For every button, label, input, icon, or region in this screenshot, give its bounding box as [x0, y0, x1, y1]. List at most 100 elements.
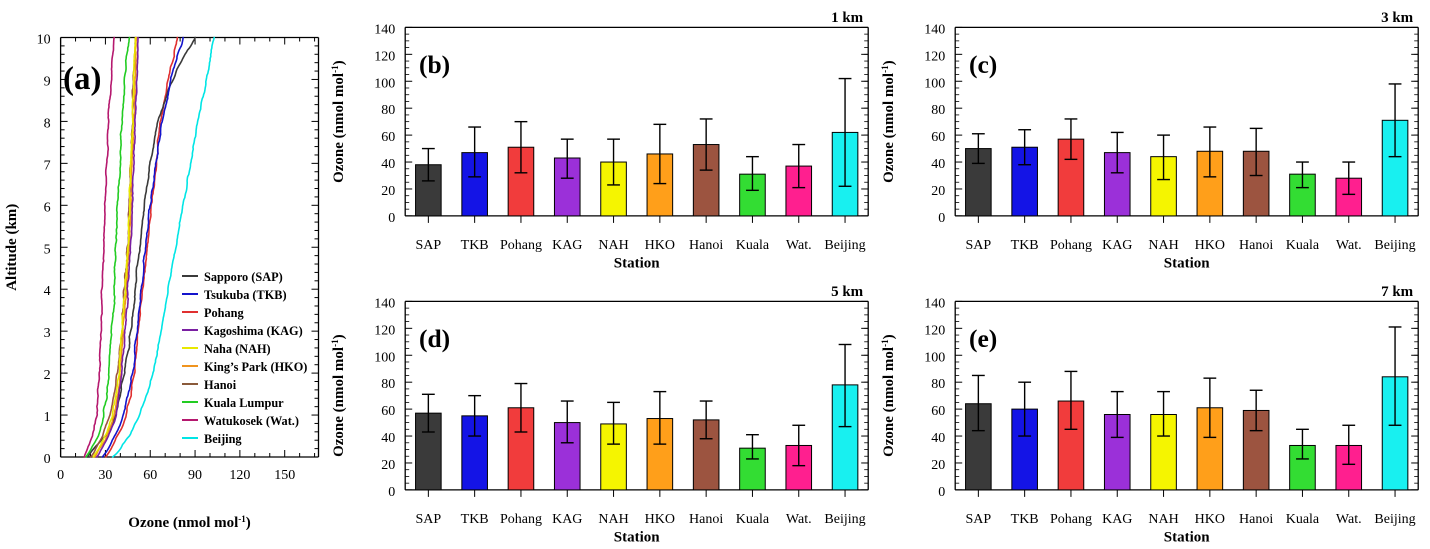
svg-text:7: 7 — [44, 158, 51, 173]
svg-text:Beijing: Beijing — [824, 238, 865, 253]
svg-text:KAG: KAG — [552, 512, 582, 527]
svg-text:HKO: HKO — [645, 238, 675, 253]
svg-text:KAG: KAG — [1102, 512, 1132, 527]
svg-text:0: 0 — [938, 211, 945, 226]
svg-text:Wat.: Wat. — [1336, 512, 1362, 527]
svg-text:120: 120 — [374, 49, 395, 64]
svg-text:0: 0 — [938, 485, 945, 500]
svg-text:140: 140 — [924, 22, 945, 37]
svg-text:80: 80 — [931, 103, 945, 118]
svg-text:SAP: SAP — [966, 238, 992, 253]
svg-text:120: 120 — [229, 468, 250, 483]
svg-text:Kuala: Kuala — [1286, 238, 1320, 253]
svg-text:140: 140 — [374, 22, 395, 37]
svg-text:120: 120 — [924, 323, 945, 338]
svg-text:40: 40 — [931, 157, 945, 172]
svg-text:Hanoi: Hanoi — [204, 378, 237, 392]
svg-text:60: 60 — [381, 130, 395, 145]
svg-text:Hanoi: Hanoi — [1239, 512, 1273, 527]
svg-text:120: 120 — [374, 323, 395, 338]
svg-text:100: 100 — [924, 350, 945, 365]
svg-text:1: 1 — [44, 410, 51, 425]
svg-text:3 km: 3 km — [1381, 10, 1414, 26]
svg-text:7 km: 7 km — [1381, 284, 1414, 300]
svg-text:60: 60 — [931, 130, 945, 145]
svg-text:Kuala: Kuala — [1286, 512, 1320, 527]
svg-text:Pohang: Pohang — [500, 238, 542, 253]
svg-text:(c): (c) — [969, 50, 997, 79]
svg-text:Wat.: Wat. — [786, 512, 812, 527]
svg-text:Ozone (nmol mol-1): Ozone (nmol mol-1) — [880, 334, 897, 457]
svg-text:TKB: TKB — [1011, 512, 1039, 527]
svg-text:(e): (e) — [969, 324, 997, 353]
svg-text:Hanoi: Hanoi — [689, 238, 723, 253]
svg-text:40: 40 — [381, 157, 395, 172]
svg-text:TKB: TKB — [461, 238, 489, 253]
svg-text:Kagoshima (KAG): Kagoshima (KAG) — [204, 324, 303, 338]
svg-text:5 km: 5 km — [831, 284, 864, 300]
svg-text:60: 60 — [381, 404, 395, 419]
svg-text:20: 20 — [381, 458, 395, 473]
svg-text:SAP: SAP — [416, 238, 442, 253]
svg-text:40: 40 — [381, 431, 395, 446]
svg-text:(a): (a) — [63, 61, 101, 97]
svg-text:Kuala: Kuala — [736, 238, 770, 253]
svg-text:100: 100 — [374, 76, 395, 91]
svg-text:4: 4 — [44, 284, 51, 299]
svg-text:8: 8 — [44, 116, 51, 131]
svg-text:Sapporo (SAP): Sapporo (SAP) — [204, 270, 283, 284]
svg-text:(b): (b) — [419, 50, 450, 79]
svg-text:80: 80 — [381, 103, 395, 118]
svg-text:150: 150 — [274, 468, 295, 483]
svg-text:20: 20 — [931, 184, 945, 199]
svg-text:Beijing: Beijing — [204, 432, 242, 446]
svg-text:TKB: TKB — [461, 512, 489, 527]
svg-text:120: 120 — [924, 49, 945, 64]
svg-text:40: 40 — [931, 431, 945, 446]
svg-text:100: 100 — [924, 76, 945, 91]
svg-text:HKO: HKO — [645, 512, 675, 527]
svg-text:80: 80 — [381, 377, 395, 392]
svg-text:60: 60 — [931, 404, 945, 419]
svg-text:KAG: KAG — [552, 238, 582, 253]
svg-text:0: 0 — [388, 211, 395, 226]
svg-text:6: 6 — [44, 200, 51, 215]
svg-text:Kuala Lumpur: Kuala Lumpur — [204, 396, 284, 410]
svg-text:3: 3 — [44, 326, 51, 341]
svg-text:Wat.: Wat. — [1336, 238, 1362, 253]
svg-text:10: 10 — [37, 33, 51, 48]
svg-text:20: 20 — [381, 184, 395, 199]
svg-text:Pohang: Pohang — [1050, 512, 1092, 527]
svg-text:Ozone (nmol mol-1): Ozone (nmol mol-1) — [330, 334, 347, 457]
svg-text:NAH: NAH — [598, 238, 628, 253]
svg-text:Watukosek (Wat.): Watukosek (Wat.) — [204, 414, 299, 428]
svg-text:1 km: 1 km — [831, 10, 864, 26]
svg-text:Hanoi: Hanoi — [689, 512, 723, 527]
svg-text:0: 0 — [57, 468, 64, 483]
svg-text:80: 80 — [931, 377, 945, 392]
svg-text:Wat.: Wat. — [786, 238, 812, 253]
svg-text:HKO: HKO — [1195, 238, 1225, 253]
svg-text:0: 0 — [44, 452, 51, 467]
svg-text:NAH: NAH — [1148, 512, 1178, 527]
svg-text:Station: Station — [614, 530, 661, 546]
svg-text:TKB: TKB — [1011, 238, 1039, 253]
svg-text:Station: Station — [1164, 530, 1211, 546]
svg-text:140: 140 — [374, 296, 395, 311]
svg-text:SAP: SAP — [416, 512, 442, 527]
svg-text:Hanoi: Hanoi — [1239, 238, 1273, 253]
svg-text:Pohang: Pohang — [204, 306, 244, 320]
svg-text:Beijing: Beijing — [824, 512, 865, 527]
svg-text:60: 60 — [143, 468, 157, 483]
svg-text:20: 20 — [931, 458, 945, 473]
svg-text:Tsukuba (TKB): Tsukuba (TKB) — [204, 288, 287, 302]
svg-text:NAH: NAH — [598, 512, 628, 527]
svg-text:0: 0 — [388, 485, 395, 500]
svg-text:HKO: HKO — [1195, 512, 1225, 527]
svg-text:90: 90 — [188, 468, 202, 483]
svg-text:NAH: NAH — [1148, 238, 1178, 253]
svg-text:30: 30 — [98, 468, 112, 483]
svg-text:Altitude (km): Altitude (km) — [4, 204, 20, 291]
svg-text:KAG: KAG — [1102, 238, 1132, 253]
svg-text:Station: Station — [1164, 256, 1211, 272]
